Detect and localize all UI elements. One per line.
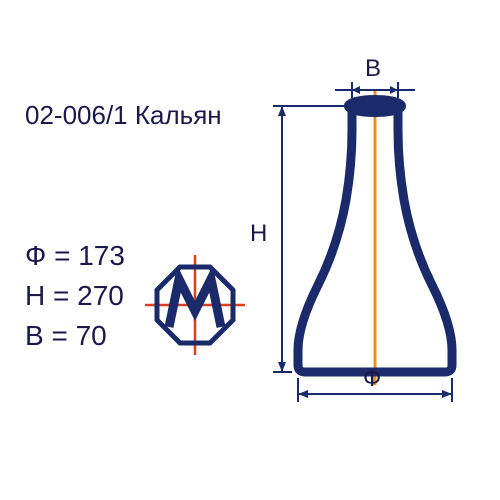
dim-label-b: В xyxy=(365,55,381,83)
spec-h: Н = 270 xyxy=(25,280,124,312)
manufacturer-logo xyxy=(145,255,245,355)
vase-technical-drawing: В Н Ф xyxy=(270,70,480,380)
product-title: 02-006/1 Кальян xyxy=(25,100,222,131)
spec-phi: Ф = 173 xyxy=(25,240,125,272)
dim-label-phi: Ф xyxy=(363,365,381,393)
spec-b: В = 70 xyxy=(25,320,107,352)
dim-label-h: Н xyxy=(250,220,267,248)
